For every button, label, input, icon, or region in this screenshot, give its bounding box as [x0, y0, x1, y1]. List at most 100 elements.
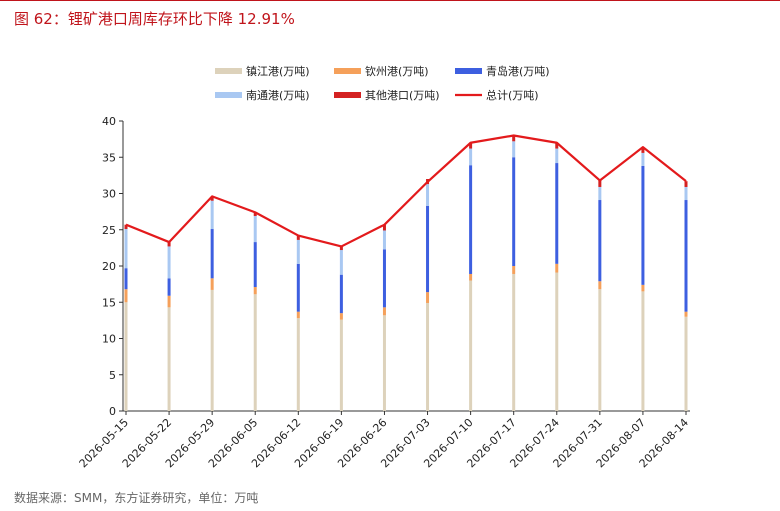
- y-tick-label: 40: [102, 115, 116, 128]
- lines: [125, 134, 687, 248]
- legend-label: 青岛港(万吨): [486, 64, 550, 78]
- legend-item-4: 其他港口(万吨): [334, 89, 440, 102]
- bar-segment-s3-c3: [253, 215, 257, 243]
- bar-segment-s3-c8: [469, 148, 473, 166]
- title-rule: [0, 0, 780, 1]
- bar-segment-s0-c12: [641, 291, 645, 411]
- bar-segment-s1-c5: [339, 313, 343, 320]
- legend-swatch: [334, 68, 361, 74]
- y-tick-label: 15: [102, 296, 116, 309]
- bar-segment-s2-c11: [598, 200, 602, 282]
- bar-segment-s2-c5: [339, 274, 343, 314]
- legend-label: 南通港(万吨): [246, 89, 310, 102]
- bar-segment-s0-c11: [598, 289, 602, 411]
- y-tick-label: 30: [102, 188, 116, 201]
- bar-segment-s3-c12: [641, 152, 645, 166]
- bar-segment-s4-c6: [382, 224, 386, 231]
- bar-segment-s1-c2: [210, 278, 214, 290]
- bar-segment-s3-c7: [426, 184, 430, 206]
- bar-segment-s3-c10: [555, 148, 559, 164]
- bar-segment-s2-c10: [555, 163, 559, 264]
- legend-swatch: [215, 92, 242, 98]
- bar-segment-s4-c13: [684, 181, 688, 187]
- legend-label: 总计(万吨): [486, 88, 539, 102]
- bar-segment-s0-c10: [555, 272, 559, 411]
- bar-segment-s1-c12: [641, 284, 645, 292]
- bar-segment-s0-c13: [684, 316, 688, 411]
- bar-segment-s4-c11: [598, 180, 602, 187]
- bar-segment-s2-c4: [296, 263, 300, 312]
- bar-segment-s4-c9: [512, 135, 516, 142]
- bar-segment-s3-c6: [382, 230, 386, 250]
- bar-segment-s4-c5: [339, 246, 343, 251]
- source-note: 数据来源：SMM，东方证券研究，单位：万吨: [14, 491, 259, 505]
- bar-segment-s1-c4: [296, 311, 300, 319]
- bar-segment-s4-c12: [641, 147, 645, 153]
- y-tick-label: 35: [102, 151, 116, 164]
- legend-label: 镇江港(万吨): [246, 64, 310, 78]
- bar-segment-s4-c4: [296, 235, 300, 240]
- y-tick-label: 0: [109, 405, 116, 418]
- bar-segment-s3-c0: [124, 229, 128, 269]
- bar-segment-s0-c3: [253, 294, 257, 411]
- bar-segment-s0-c8: [469, 280, 473, 411]
- bar-segment-s0-c2: [210, 289, 214, 411]
- bar-segment-s3-c2: [210, 200, 214, 230]
- bar-segment-s2-c8: [469, 165, 473, 274]
- bar-segment-s1-c7: [426, 292, 430, 303]
- legend-item-2: 青岛港(万吨): [455, 64, 550, 78]
- bar-segment-s4-c8: [469, 142, 473, 149]
- bar-segment-s2-c9: [512, 157, 516, 266]
- bar-segment-s4-c10: [555, 142, 559, 149]
- bar-segment-s1-c10: [555, 263, 559, 273]
- bar-segment-s2-c1: [167, 278, 171, 296]
- bar-segment-s2-c6: [382, 249, 386, 308]
- y-tick-label: 5: [109, 369, 116, 382]
- bars: [124, 135, 688, 411]
- legend-item-1: 钦州港(万吨): [334, 65, 429, 78]
- bar-segment-s0-c6: [382, 315, 386, 411]
- bar-segment-s2-c7: [426, 205, 430, 293]
- bar-segment-s2-c12: [641, 165, 645, 285]
- bar-segment-s3-c4: [296, 239, 300, 264]
- bar-segment-s2-c2: [210, 229, 214, 279]
- bar-segment-s2-c13: [684, 200, 688, 312]
- bar-segment-s0-c4: [296, 318, 300, 411]
- legend-swatch: [455, 68, 482, 74]
- bar-segment-s1-c9: [512, 266, 516, 274]
- bar-segment-s4-c2: [210, 196, 214, 201]
- bar-segment-s1-c1: [167, 295, 171, 308]
- bar-segment-s1-c8: [469, 273, 473, 281]
- legend-swatch: [334, 92, 361, 98]
- bar-segment-s1-c13: [684, 311, 688, 317]
- bar-segment-s0-c9: [512, 273, 516, 411]
- bar-segment-s3-c11: [598, 186, 602, 201]
- bar-segment-s4-c0: [124, 224, 128, 230]
- bar-segment-s1-c0: [124, 289, 128, 303]
- bar-segment-s4-c3: [253, 212, 257, 216]
- legend-label: 其他港口(万吨): [365, 89, 440, 102]
- bar-segment-s1-c3: [253, 287, 257, 295]
- legend-item-0: 镇江港(万吨): [215, 64, 310, 78]
- bar-segment-s1-c6: [382, 307, 386, 316]
- bar-segment-s0-c7: [426, 302, 430, 411]
- bar-segment-s3-c1: [167, 246, 171, 279]
- bar-segment-s0-c0: [124, 302, 128, 411]
- y-tick-label: 10: [102, 333, 116, 346]
- chart-title: 图 62：锂矿港口周库存环比下降 12.91%: [14, 10, 295, 28]
- bar-segment-s3-c5: [339, 250, 343, 275]
- total-line: [125, 134, 687, 248]
- bar-segment-s0-c1: [167, 307, 171, 411]
- bar-segment-s2-c0: [124, 268, 128, 290]
- bar-segment-s1-c11: [598, 281, 602, 290]
- bar-segment-s4-c1: [167, 242, 171, 247]
- y-tick-label: 20: [102, 260, 116, 273]
- y-tick-label: 25: [102, 224, 116, 237]
- legend-item-3: 南通港(万吨): [215, 89, 310, 102]
- bar-segment-s3-c9: [512, 141, 516, 158]
- legend-swatch: [215, 68, 242, 74]
- bar-segment-s3-c13: [684, 186, 688, 201]
- legend: 镇江港(万吨) 钦州港(万吨) 青岛港(万吨) 南通港(万吨) 其他港口(万吨) 总计(万…: [215, 64, 550, 102]
- bar-segment-s2-c3: [253, 242, 257, 288]
- legend-label: 钦州港(万吨): [365, 65, 429, 78]
